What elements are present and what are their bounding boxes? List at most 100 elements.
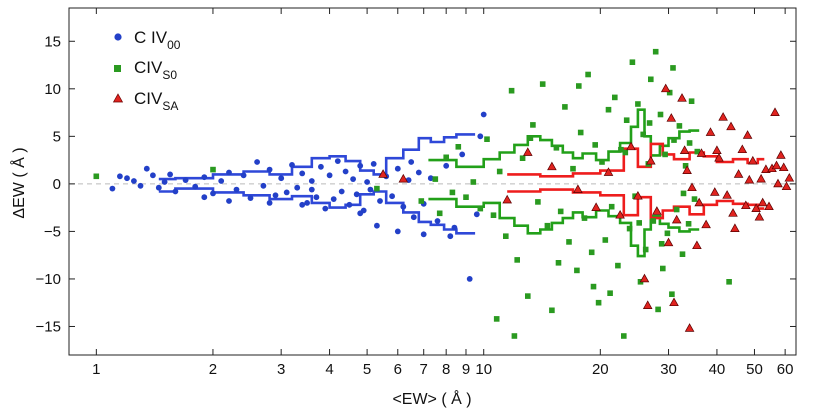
- point-series-2: [523, 147, 533, 156]
- point-series-0: [473, 211, 480, 218]
- point-series-1: [682, 163, 689, 169]
- point-series-2: [771, 160, 782, 170]
- point-series-0: [161, 179, 168, 185]
- point-series-1: [662, 151, 668, 158]
- point-series-2: [603, 167, 614, 176]
- x-tick-label: 6: [394, 361, 402, 378]
- point-series-1: [686, 140, 693, 146]
- point-series-1: [629, 59, 636, 65]
- legend-label-civ00: C IV00: [134, 28, 181, 52]
- legend-label-civs0: CIVS0: [134, 58, 177, 82]
- point-series-1: [673, 206, 680, 213]
- point-series-2: [615, 209, 625, 219]
- point-series-1: [470, 179, 477, 185]
- point-series-0: [364, 179, 370, 185]
- point-series-0: [172, 188, 179, 195]
- point-series-1: [599, 159, 605, 165]
- envelope-1-upper: [428, 108, 700, 169]
- point-series-0: [313, 194, 320, 201]
- point-series-0: [137, 182, 144, 189]
- point-series-2: [776, 150, 786, 159]
- point-series-1: [666, 89, 673, 96]
- point-series-0: [434, 218, 441, 224]
- point-series-1: [671, 137, 677, 143]
- point-series-2: [694, 197, 704, 207]
- x-axis-label: <EW> ( Å ): [392, 389, 471, 408]
- x-tick-label: 30: [660, 361, 677, 378]
- point-series-1: [585, 71, 591, 78]
- point-series-0: [304, 200, 310, 206]
- point-series-1: [592, 142, 598, 148]
- point-series-0: [415, 169, 422, 176]
- point-series-1: [449, 189, 456, 196]
- point-series-0: [389, 193, 395, 200]
- point-series-0: [299, 201, 306, 208]
- point-series-0: [408, 159, 415, 165]
- point-series-0: [150, 172, 156, 179]
- point-series-1: [670, 65, 676, 71]
- point-series-1: [570, 165, 576, 172]
- point-series-1: [519, 155, 526, 161]
- x-axis-ticks: 1 2 3 4 5 6 7 8 9 10 20 30 40 50 60: [92, 8, 793, 378]
- legend-marker-civ00: [114, 33, 122, 41]
- point-series-2: [737, 144, 748, 154]
- point-series-1: [566, 239, 572, 245]
- point-series-2: [773, 178, 783, 188]
- point-series-1: [607, 290, 613, 296]
- point-series-0: [117, 173, 123, 180]
- point-series-2: [733, 169, 744, 178]
- y-axis-label: ΔEW ( Å ): [9, 147, 28, 218]
- point-series-0: [167, 171, 174, 178]
- point-series-1: [688, 98, 695, 104]
- point-series-1: [605, 106, 612, 113]
- point-series-1: [511, 333, 518, 339]
- x-tick-label: 60: [777, 361, 794, 378]
- point-series-0: [201, 194, 208, 201]
- point-series-1: [612, 94, 618, 101]
- point-series-0: [218, 178, 225, 184]
- point-series-1: [525, 293, 531, 299]
- point-series-1: [694, 148, 701, 155]
- point-series-1: [508, 87, 515, 94]
- point-series-0: [299, 170, 306, 177]
- point-series-1: [493, 316, 500, 322]
- point-series-0: [308, 178, 315, 184]
- point-series-1: [655, 306, 661, 313]
- point-series-2: [741, 200, 751, 210]
- y-tick-label: 5: [53, 128, 61, 145]
- point-series-1: [581, 215, 588, 221]
- point-series-2: [756, 173, 766, 183]
- point-series-2: [718, 112, 728, 121]
- point-series-0: [370, 161, 377, 167]
- point-series-1: [436, 210, 443, 217]
- x-tick-label: 40: [709, 361, 726, 378]
- x-tick-label: 1: [92, 361, 100, 378]
- point-series-1: [477, 205, 484, 212]
- point-series-2: [744, 174, 755, 184]
- y-axis-ticks: −15 −10 −5 0 5 10 15: [36, 33, 796, 335]
- point-series-1: [590, 283, 597, 290]
- x-tick-label: 2: [209, 361, 217, 378]
- point-series-2: [764, 201, 774, 211]
- point-series-0: [192, 183, 199, 190]
- point-series-0: [427, 175, 434, 182]
- point-series-1: [618, 146, 624, 153]
- point-series-1: [685, 221, 692, 227]
- point-series-0: [260, 182, 267, 189]
- point-series-0: [480, 111, 487, 118]
- point-series-1: [658, 241, 665, 247]
- point-series-2: [701, 219, 711, 229]
- envelope-1-lower: [428, 197, 700, 258]
- point-series-1: [553, 145, 560, 151]
- point-series-1: [535, 199, 541, 205]
- point-series-0: [240, 172, 247, 179]
- point-series-2: [669, 297, 679, 307]
- point-series-0: [143, 165, 150, 172]
- point-series-0: [308, 186, 315, 193]
- point-series-1: [557, 208, 564, 215]
- point-series-0: [466, 276, 473, 282]
- envelope-2-lower: [507, 188, 765, 220]
- point-series-2: [781, 181, 792, 191]
- point-series-1: [642, 246, 649, 253]
- point-series-0: [367, 186, 374, 193]
